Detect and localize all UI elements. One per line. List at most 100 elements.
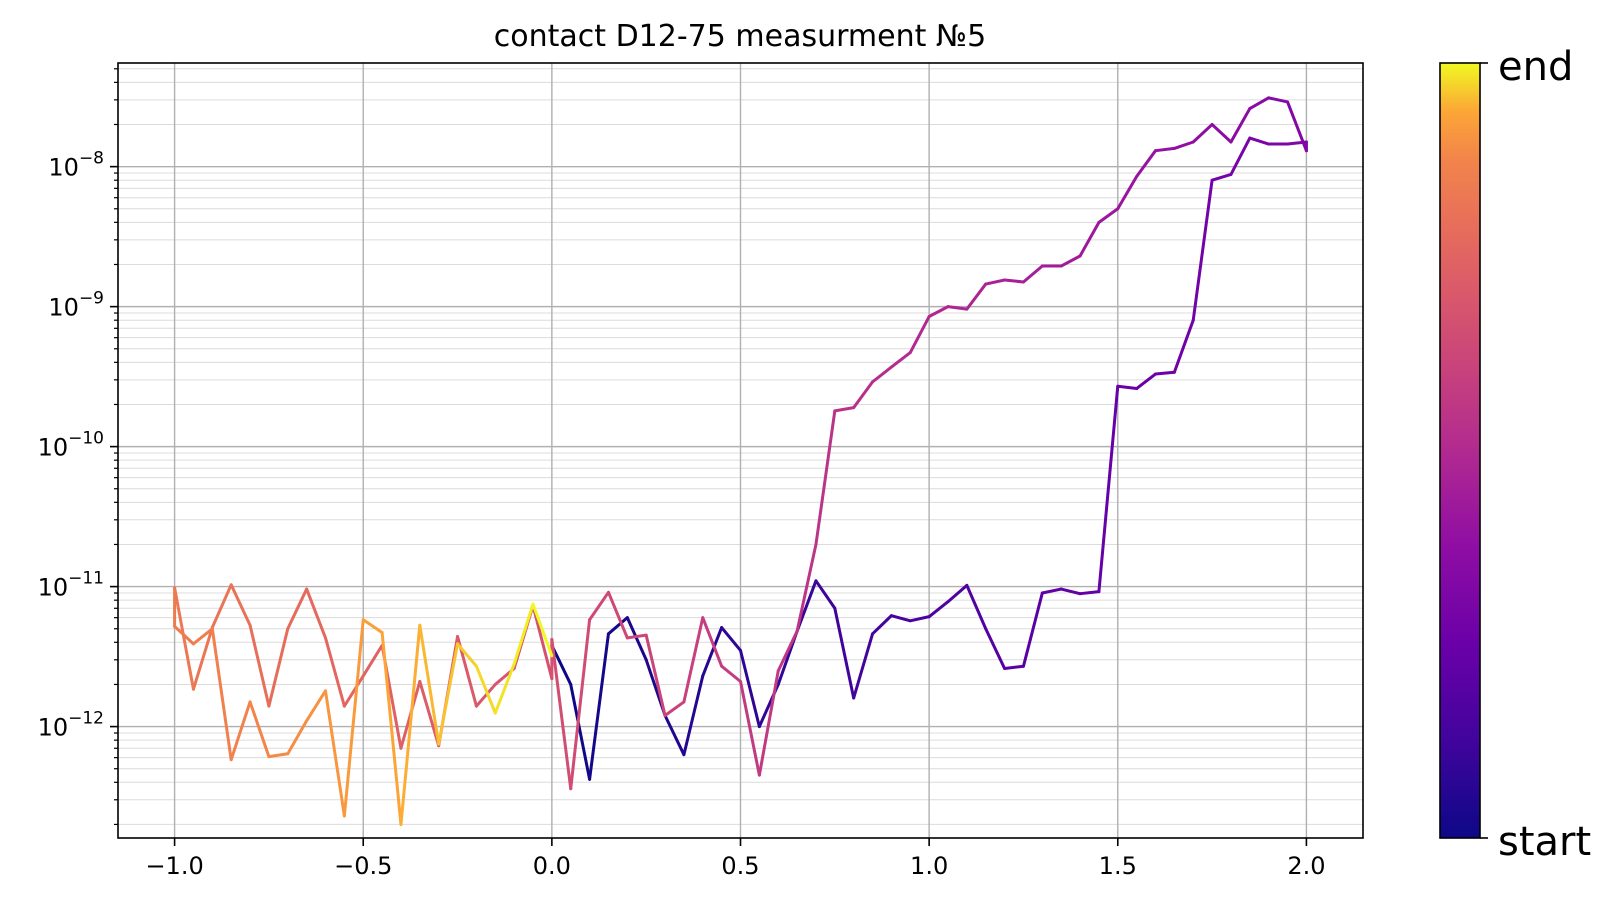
series-segment [701, 616, 724, 668]
series-segment [1191, 123, 1214, 144]
series-segment [569, 682, 592, 781]
series-segment [795, 542, 818, 633]
series-segment [418, 623, 441, 746]
x-tick-label: −0.5 [334, 852, 392, 880]
series-segment [739, 679, 761, 777]
series-segment [833, 406, 856, 413]
x-tick-label: −1.0 [145, 852, 203, 880]
series-segment [361, 643, 384, 678]
series-segment [1116, 384, 1139, 391]
series-segment [1286, 100, 1308, 153]
x-tick-label: 0.0 [533, 852, 571, 880]
series-segment [1191, 178, 1214, 322]
y-axis: 10−12 10−11 10−10 10−9 10−8 [38, 68, 118, 826]
series-segment [342, 674, 365, 708]
series-segment [229, 583, 252, 627]
series-segment [833, 606, 856, 700]
series-segment [531, 602, 554, 658]
x-tick-label: 1.5 [1099, 852, 1137, 880]
series-segment [1229, 107, 1252, 144]
series-segment [1172, 318, 1195, 374]
series-segment [814, 409, 837, 546]
y-tick-label: 10−12 [38, 709, 104, 742]
series-segment [1003, 664, 1025, 670]
series-segment [814, 579, 837, 610]
series-segment [1154, 146, 1176, 153]
colorbar-gradient [1439, 62, 1481, 839]
series-segment [984, 278, 1007, 286]
colorbar-label-end: end [1498, 44, 1573, 90]
series-segment [1248, 136, 1271, 146]
series-segment [210, 583, 233, 630]
series-segment [342, 618, 365, 818]
grid [118, 63, 1363, 838]
series-segment [418, 679, 441, 748]
x-tick-label: 2.0 [1287, 852, 1325, 880]
series-segment [908, 615, 931, 623]
series-segment [569, 618, 592, 791]
series-segment [531, 604, 554, 681]
series-segment [1078, 220, 1101, 258]
series-segment [965, 282, 988, 311]
series-segment [1210, 123, 1233, 144]
series-segment [625, 633, 648, 640]
series-segment [946, 583, 969, 604]
series-segment [305, 689, 327, 723]
series-segment [852, 632, 875, 700]
series-segment [267, 752, 290, 759]
series-segment [1135, 149, 1157, 179]
series-segment [399, 623, 422, 826]
series-segment [871, 365, 893, 384]
series-segment [512, 602, 535, 666]
series-segment [305, 587, 327, 640]
y-tick-label: 10−10 [38, 429, 104, 462]
series-segment [588, 590, 610, 622]
series-segment [324, 689, 346, 818]
series-segment [776, 629, 799, 673]
series-segment [739, 648, 761, 729]
series-segment [889, 614, 912, 623]
series-segment [1154, 370, 1176, 376]
series-segment [173, 586, 195, 691]
series-segment [606, 616, 629, 636]
series-segment [286, 587, 309, 631]
series-segment [550, 643, 573, 686]
series-segment [1267, 96, 1290, 104]
series-segment [701, 626, 724, 678]
series-segment [474, 664, 497, 715]
series-segment [663, 700, 686, 717]
series-segment [550, 637, 573, 791]
colorbar-label-start: start [1498, 819, 1591, 865]
series-segment [1059, 254, 1082, 268]
series-segment [248, 700, 271, 759]
series-segment [984, 627, 1007, 670]
series-segment [1229, 136, 1252, 176]
series-segment [663, 714, 686, 757]
series-segment [1021, 264, 1044, 284]
series-segment [1097, 207, 1120, 224]
series-segment [437, 642, 460, 746]
series-segment [286, 719, 309, 756]
series-segment [588, 632, 610, 781]
series-segment [682, 674, 705, 757]
series-segment [889, 351, 912, 369]
colorbar: end start [1439, 44, 1591, 865]
series-segment [361, 618, 384, 634]
series-segment [1172, 140, 1195, 150]
series-segment [210, 627, 233, 762]
series-segment [625, 616, 648, 662]
series-segment [852, 380, 875, 410]
series-segment [1097, 384, 1120, 594]
series-segment [191, 626, 214, 691]
series-segment [1003, 278, 1025, 284]
series-segment [720, 664, 742, 683]
series-segment [1078, 590, 1101, 596]
y-tick-label: 10−9 [48, 289, 104, 322]
chart-title: contact D12-75 measurment №5 [494, 19, 986, 54]
y-tick-label: 10−11 [38, 569, 104, 602]
series-segment [1210, 172, 1233, 182]
series-segment [1135, 372, 1157, 391]
y-tick-label: 10−8 [48, 149, 104, 182]
x-axis: −1.0 −0.5 0.0 0.5 1.0 1.5 2.0 [145, 838, 1325, 880]
series-segment [1040, 587, 1063, 595]
